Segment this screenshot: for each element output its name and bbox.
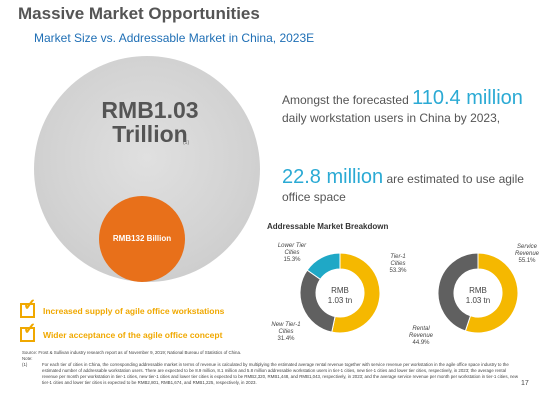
- footnote-note: (1) For each tier of cities in China, th…: [22, 362, 522, 386]
- check-item-acceptance: ✓ Wider acceptance of the agile office c…: [20, 322, 223, 342]
- label-tier1: Tier-1 Cities 53.3%: [383, 254, 413, 275]
- segment-percent: 44.9%: [412, 339, 430, 346]
- headline-post: daily workstation users in China by 2023…: [282, 111, 501, 125]
- market-size-value: RMB1.03 Trillion: [0, 98, 300, 146]
- market-size-note: (1): [183, 140, 190, 146]
- segment-name: Tier-1 Cities: [390, 254, 406, 267]
- headline-users: Amongst the forecasted 110.4 million dai…: [282, 86, 544, 126]
- segment-percent: 53.3%: [389, 267, 407, 274]
- donut-center-tiers: RMB 1.03 tn: [310, 286, 370, 305]
- donut-hole-1: [454, 269, 502, 317]
- checkbox-icon: ✓: [20, 322, 36, 342]
- footnote-source: Source: Frost & Sullivan industry resear…: [22, 350, 242, 355]
- headline-agile-users: 22.8 million are estimated to use agile …: [282, 165, 544, 205]
- check-item-supply: ✓ Increased supply of agile office works…: [20, 298, 225, 318]
- segment-name: Lower Tier Cities: [277, 243, 307, 256]
- headline-pre: Amongst the forecasted: [282, 93, 413, 107]
- donut-center-line1: RMB: [469, 286, 487, 295]
- donut-center-revenue: RMB 1.03 tn: [448, 286, 508, 305]
- footnote: Source: Frost & Sullivan industry resear…: [22, 350, 522, 386]
- market-size-line2: Trillion: [112, 121, 188, 148]
- check-item-label: Increased supply of agile office worksta…: [43, 305, 225, 316]
- label-service-revenue: Service Revenue 55.1%: [507, 244, 547, 265]
- segment-name: New Tier-1 Cities: [271, 322, 301, 335]
- donut-center-line2: 1.03 tn: [327, 295, 353, 305]
- headline-number: 110.4 million: [412, 87, 523, 109]
- slide-subtitle: Market Size vs. Addressable Market in Ch…: [34, 31, 315, 45]
- segment-percent: 31.4%: [277, 335, 295, 342]
- page-number: 17: [521, 380, 529, 387]
- addressable-market-label: RMB132 Billion: [112, 234, 172, 243]
- check-item-label: Wider acceptance of the agile office con…: [43, 329, 223, 340]
- donut-chart-revenue: [437, 252, 519, 334]
- segment-name: Rental Revenue: [408, 326, 434, 339]
- footnote-marker: (1): [22, 361, 28, 367]
- headline2-number: 22.8 million: [282, 166, 384, 188]
- addressable-market-circle: [99, 196, 185, 282]
- slide-title: Massive Market Opportunities: [18, 4, 260, 23]
- donut-center-line2: 1.03 tn: [465, 295, 491, 305]
- donut-hole-0: [316, 269, 364, 317]
- donut-chart-tiers: [299, 252, 381, 334]
- footnote-note-label: Note:: [22, 355, 33, 361]
- donut-segment-1-0: [464, 252, 519, 334]
- segment-name: Service Revenue: [514, 244, 540, 257]
- donut-center-line1: RMB: [331, 286, 349, 295]
- segment-percent: 55.1%: [518, 257, 536, 264]
- market-size-line1: RMB1.03: [101, 97, 199, 123]
- breakdown-title: Addressable Market Breakdown: [267, 222, 389, 231]
- label-lower-tier: Lower Tier Cities 15.3%: [270, 243, 314, 264]
- checkbox-icon: ✓: [20, 298, 36, 318]
- segment-percent: 15.3%: [283, 256, 301, 263]
- label-rental-revenue: Rental Revenue 44.9%: [405, 326, 437, 347]
- headline2-post: are estimated to use agile office space: [282, 172, 524, 204]
- label-new-tier1: New Tier-1 Cities 31.4%: [268, 322, 304, 343]
- footnote-text: For each tier of cities in China, the co…: [42, 361, 519, 385]
